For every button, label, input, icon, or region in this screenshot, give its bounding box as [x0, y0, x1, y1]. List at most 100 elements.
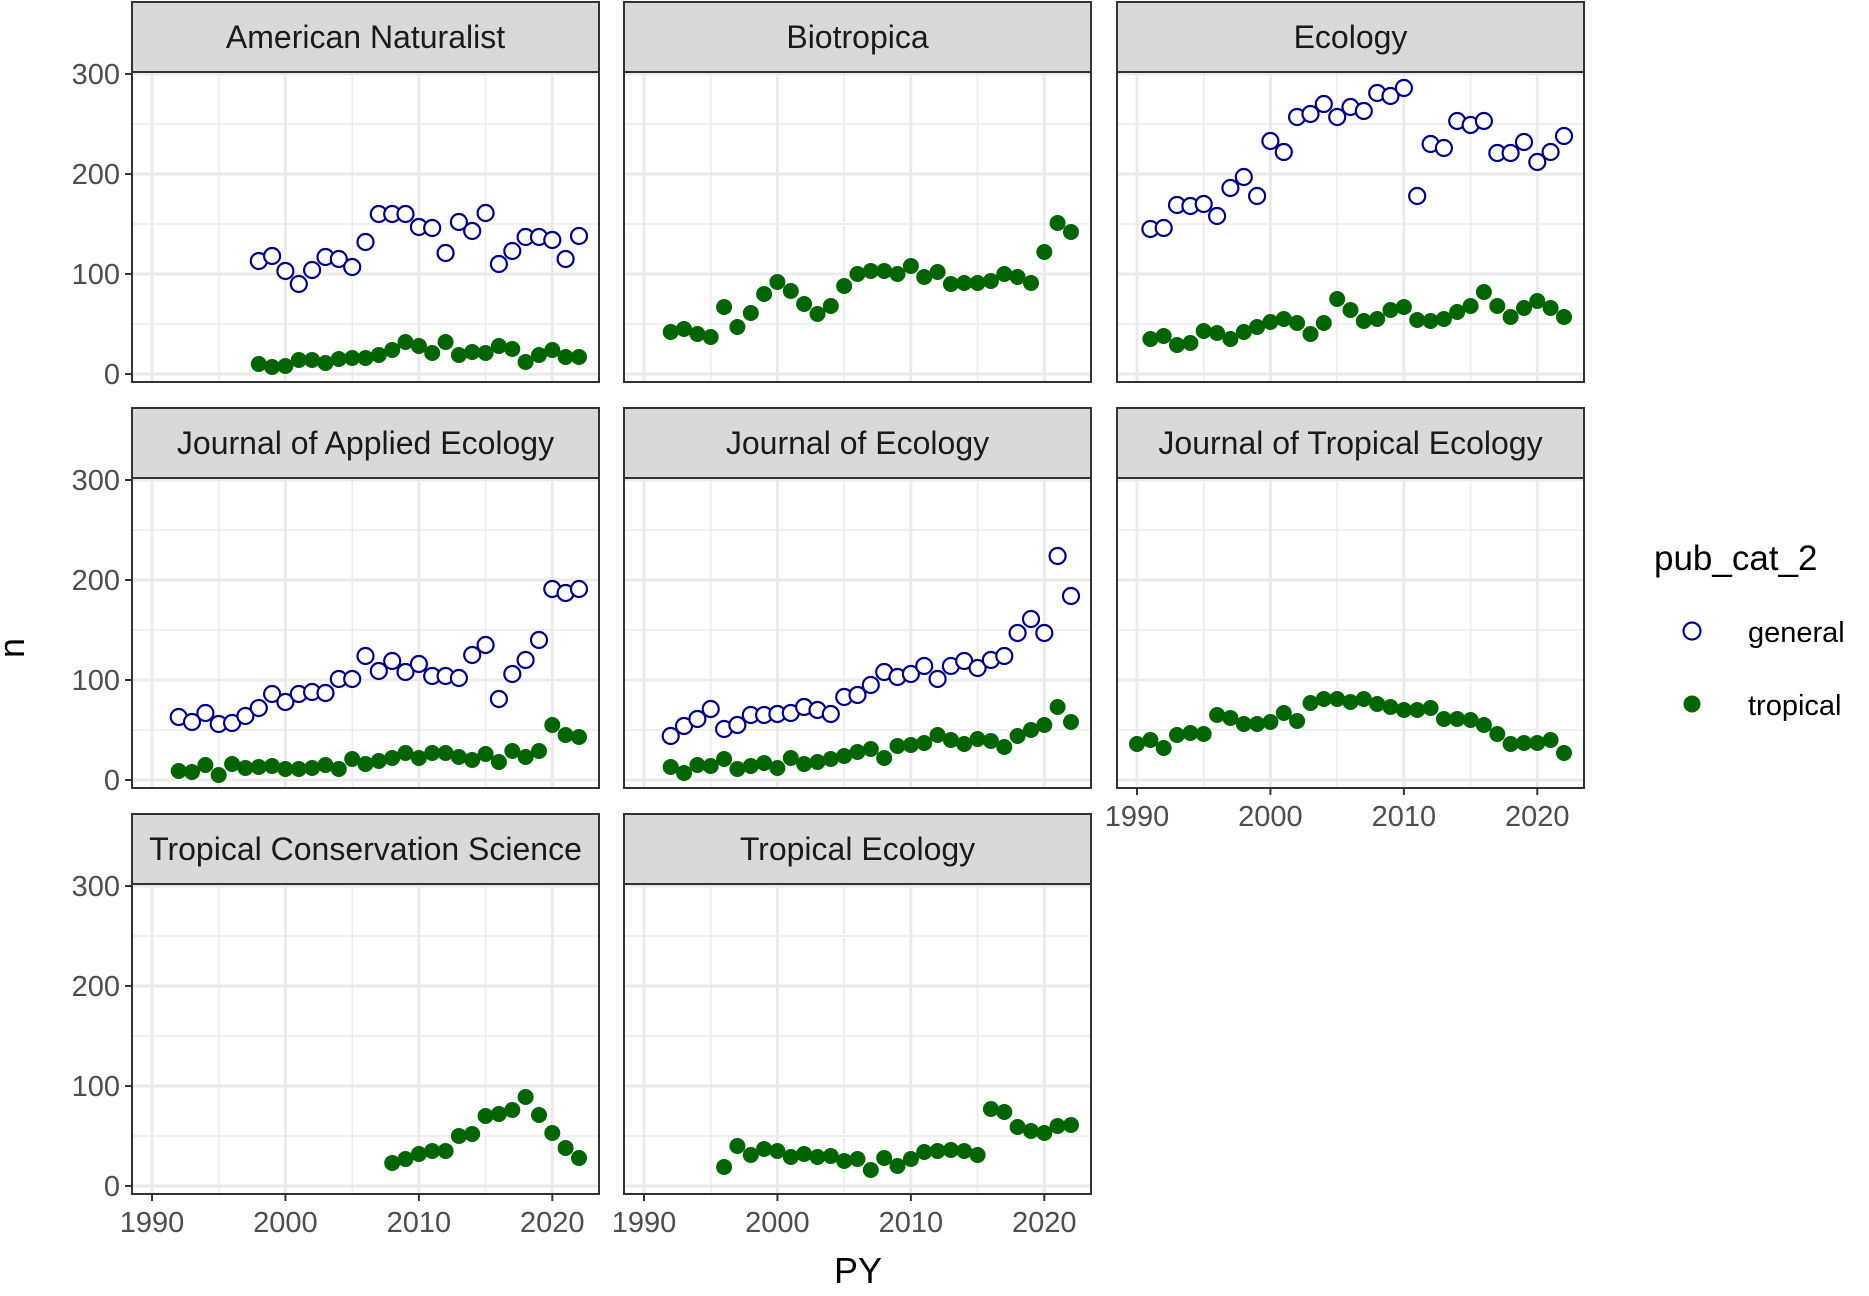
general-point	[329, 249, 348, 269]
legend-label-tropical: tropical	[1748, 690, 1842, 722]
tropical-point	[1023, 275, 1039, 291]
general-point	[821, 704, 840, 724]
tropical-point	[676, 765, 692, 781]
tropical-point	[1409, 702, 1426, 718]
general-point	[1314, 94, 1333, 114]
general-point	[503, 241, 522, 261]
general-point	[463, 221, 482, 241]
legend: pub_cat_2 general tropical	[1654, 539, 1845, 722]
panel-journal-of-tropical-ecology-border	[1116, 477, 1585, 789]
tropical-point	[464, 1126, 481, 1142]
tropical-point	[1542, 732, 1559, 748]
tropical-point	[290, 352, 307, 368]
tropical-point	[450, 1128, 467, 1144]
x-tick-label: 2010	[1372, 801, 1437, 833]
tropical-point	[424, 1143, 441, 1159]
x-tick-label: 2020	[520, 1207, 585, 1239]
tropical-point	[1063, 714, 1079, 730]
general-point	[489, 689, 508, 709]
tropical-point	[1355, 313, 1372, 329]
tropical-point	[902, 1151, 919, 1167]
tropical-point	[1155, 740, 1172, 756]
tropical-point	[1435, 711, 1452, 727]
tropical-point	[1209, 707, 1226, 723]
tropical-point	[384, 1155, 401, 1171]
tropical-point	[782, 283, 799, 299]
panel-journal-of-tropical-ecology: Journal of Tropical Ecology 1990 2000 2010 2…	[1105, 407, 1585, 833]
tropical-point	[822, 751, 839, 767]
tropical-point	[557, 727, 574, 743]
y-tick-label: 300	[72, 59, 120, 91]
tropical-point	[250, 759, 267, 775]
general-point	[1154, 218, 1173, 238]
tropical-point	[397, 745, 414, 761]
panel-journal-of-applied-ecology-strip-title: Journal of Applied Ecology	[177, 425, 554, 461]
tropical-point	[982, 273, 999, 289]
tropical-point	[822, 1148, 839, 1164]
general-point	[688, 709, 707, 729]
general-point	[1381, 86, 1400, 106]
panel-ecology-series-tropical	[1142, 284, 1572, 353]
panel-ecology-strip	[1116, 1, 1585, 73]
tropical-point	[210, 767, 227, 783]
tropical-point	[571, 349, 587, 365]
tropical-point	[942, 732, 959, 748]
tropical-point	[1302, 326, 1319, 342]
tropical-point	[1395, 299, 1412, 315]
x-tick-label: 1990	[120, 1207, 185, 1239]
tropical-point	[769, 1143, 786, 1159]
tropical-point	[544, 1125, 561, 1141]
general-point	[1247, 186, 1267, 206]
panel-journal-of-ecology-border	[623, 477, 1092, 789]
general-point	[569, 579, 589, 599]
tropical-point	[769, 760, 786, 776]
tropical-point	[849, 1151, 866, 1167]
y-tick-label: 0	[104, 1171, 120, 1203]
tropical-point	[1395, 702, 1412, 718]
tropical-point	[796, 296, 813, 312]
tropical-point	[876, 263, 893, 279]
general-point	[276, 692, 295, 712]
x-tick-label: 2000	[1238, 801, 1303, 833]
general-point	[369, 661, 388, 681]
general-point	[1328, 107, 1347, 127]
tropical-point	[916, 269, 933, 285]
general-point	[356, 646, 375, 666]
tropical-point	[742, 1147, 759, 1163]
tropical-point	[437, 1143, 454, 1159]
tropical-point	[490, 1106, 507, 1122]
tropical-point	[1235, 716, 1252, 732]
tropical-point	[836, 748, 853, 764]
general-point	[543, 230, 562, 250]
tropical-point	[1182, 335, 1199, 351]
panel-american-naturalist-strip	[131, 1, 600, 73]
tropical-point	[1435, 311, 1452, 327]
tropical-point	[1275, 705, 1292, 721]
facet-panels: American Naturalist 0 100 200 300 Biotropica E…	[72, 1, 1585, 1239]
tropical-point	[450, 347, 467, 363]
tropical-point	[849, 266, 866, 282]
general-point	[196, 703, 215, 723]
tropical-point	[1449, 711, 1466, 727]
general-point	[1354, 101, 1373, 121]
tropical-point	[344, 751, 361, 767]
tropical-point	[756, 755, 773, 771]
tropical-point	[1382, 699, 1399, 715]
tropical-point	[862, 741, 879, 757]
tropical-point	[1502, 736, 1519, 752]
general-point	[182, 712, 202, 732]
tropical-point	[849, 744, 866, 760]
panel-tropical-conservation-science-series-tropical	[384, 1089, 587, 1171]
tropical-point	[1475, 284, 1492, 300]
tropical-point	[782, 750, 799, 766]
tropical-point	[424, 345, 441, 361]
general-point	[436, 243, 455, 263]
general-point	[901, 664, 921, 684]
tropical-point	[689, 757, 706, 773]
general-point	[1008, 623, 1027, 643]
tropical-point	[344, 350, 361, 366]
tropical-point	[1049, 215, 1066, 231]
panel-journal-of-applied-ecology-strip	[131, 407, 600, 479]
tropical-point	[1169, 337, 1185, 353]
tropical-point	[742, 758, 759, 774]
